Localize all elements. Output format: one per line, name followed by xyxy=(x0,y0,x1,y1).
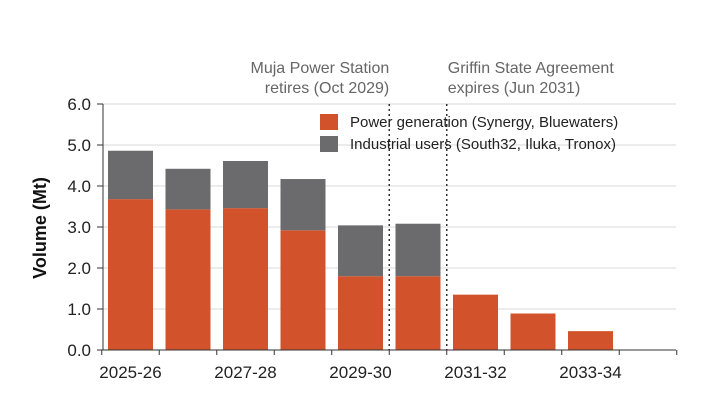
y-tick-label: 5.0 xyxy=(67,136,91,155)
bar-power-generation xyxy=(280,230,326,350)
y-tick-label: 1.0 xyxy=(67,300,91,319)
y-tick-label: 6.0 xyxy=(67,95,91,114)
legend-swatch xyxy=(320,114,338,130)
y-tick-label: 0.0 xyxy=(67,341,91,360)
y-tick-label: 2.0 xyxy=(67,259,91,278)
annotations: Muja Power Station retires (Oct 2029) Grif… xyxy=(251,60,615,350)
bar-industrial-users xyxy=(395,223,441,277)
annotation-text-line2: expires (Jun 2031) xyxy=(448,80,581,97)
bar-industrial-users xyxy=(223,160,268,209)
y-tick-label: 4.0 xyxy=(67,177,91,196)
bar-industrial-users xyxy=(280,179,326,231)
bar-power-generation xyxy=(165,209,211,350)
y-axis-label: Volume (Mt) xyxy=(30,177,50,279)
axes: 0.0 1.0 2.0 3.0 4.0 5.0 6.0 2025-26 2027-28 2029-… xyxy=(67,95,678,382)
x-tick-label: 2033-34 xyxy=(559,363,621,382)
bar-industrial-users xyxy=(108,150,153,200)
bar-industrial-users xyxy=(338,225,383,277)
bar-power-generation xyxy=(395,276,441,350)
legend-swatch xyxy=(320,136,338,152)
bar-industrial-users xyxy=(165,168,211,210)
x-tick-label: 2027-28 xyxy=(214,363,276,382)
bar-power-generation xyxy=(223,208,268,350)
legend-label: Power generation (Synergy, Bluewaters) xyxy=(350,114,618,131)
annotation-text-line1: Muja Power Station xyxy=(251,60,390,77)
annotation-text-line2: retires (Oct 2029) xyxy=(265,80,389,97)
x-tick-label: 2025-26 xyxy=(99,363,161,382)
legend-label: Industrial users (South32, Iluka, Tronox… xyxy=(350,136,616,153)
bar-power-generation xyxy=(453,294,498,350)
x-tick-label: 2029-30 xyxy=(329,363,391,382)
bar-power-generation xyxy=(108,199,153,350)
bar-power-generation xyxy=(510,313,556,350)
x-tick-label: 2031-32 xyxy=(444,363,506,382)
bars xyxy=(108,150,613,350)
bar-power-generation xyxy=(338,276,383,350)
y-tick-label: 3.0 xyxy=(67,218,91,237)
legend: Power generation (Synergy, Bluewaters) In… xyxy=(320,114,618,153)
annotation-text-line1: Griffin State Agreement xyxy=(448,60,615,77)
bar-power-generation xyxy=(568,331,613,350)
